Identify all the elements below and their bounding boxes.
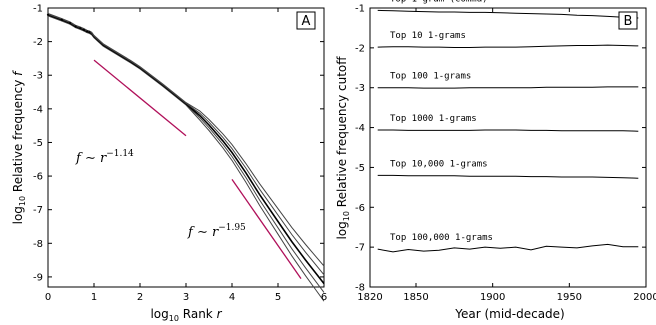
panel-a-x-tick-label: 2 bbox=[137, 292, 143, 303]
panel-a-x-tick-label: 4 bbox=[229, 292, 235, 303]
panel-a-y-tick-label: -7 bbox=[33, 205, 43, 216]
power-law-fit-line bbox=[93, 59, 187, 137]
panel-b-ticks: 1820 1850 1900 1950 2000 -1 -2 -3 -4 -5 -6 -7 -8 bbox=[355, 4, 656, 304]
fit-label-2: f ∼ r−1.95 bbox=[187, 223, 246, 240]
panel-a-x-tick-label: 5 bbox=[275, 292, 281, 303]
panel-b-x-tick-label: 1950 bbox=[557, 292, 582, 303]
rank-frequency-curve bbox=[47, 13, 325, 276]
panel-b-letter: B bbox=[624, 14, 633, 29]
panel-a-y-tick-label: -3 bbox=[33, 71, 43, 82]
rank-point bbox=[86, 30, 89, 33]
panel-a-y-tick-label: -1 bbox=[33, 4, 43, 15]
panel-a-x-tick-label: 1 bbox=[91, 292, 97, 303]
series-label: Top 1-gram (comma) bbox=[390, 0, 488, 4]
rank-point bbox=[74, 25, 77, 28]
power-law-fit-line bbox=[231, 179, 302, 279]
panel-b-y-tick-label: -6 bbox=[355, 203, 365, 214]
panel-a-y-tick-label: -8 bbox=[33, 239, 43, 250]
panel-b-axes-frame bbox=[369, 7, 647, 288]
panel-b-x-tick-label: 1850 bbox=[403, 292, 428, 303]
panel-b-y-axis-label: log10 Relative frequency cutoff bbox=[335, 56, 351, 240]
cutoff-series-line bbox=[377, 86, 639, 89]
series-label: Top 1000 1-grams bbox=[390, 114, 477, 124]
panel-b-x-axis-label: Year (mid-decade) bbox=[454, 307, 565, 321]
panel-a-letter-box: A bbox=[296, 11, 316, 30]
panel-b: Top 1-gram (comma) Top 10 1-grams Top 100 … bbox=[335, 0, 656, 321]
panel-a: 0 1 2 3 4 5 6 -1 -2 -3 -4 -5 -6 -7 -8 -9 A f ∼ r−1.14 f… bbox=[11, 4, 327, 324]
panel-b-x-tick-label: 2000 bbox=[633, 292, 656, 303]
panel-a-axes-frame bbox=[47, 7, 325, 288]
rank-point bbox=[60, 18, 63, 21]
rank-point bbox=[68, 22, 72, 25]
rank-point bbox=[82, 28, 85, 31]
panel-a-y-tick-label: -6 bbox=[33, 172, 43, 183]
panel-b-x-tick-label: 1900 bbox=[480, 292, 505, 303]
panel-b-y-tick-label: -8 bbox=[355, 283, 365, 294]
panel-b-data-layer: Top 1-gram (comma) Top 10 1-grams Top 100 … bbox=[377, 0, 639, 253]
panel-a-ticks: 0 1 2 3 4 5 6 -1 -2 -3 -4 -5 -6 -7 -8 -9 bbox=[33, 4, 327, 304]
panel-a-x-axis-label: log10 Rank r bbox=[150, 307, 222, 323]
rank-point bbox=[88, 31, 91, 34]
panel-a-y-tick-label: -2 bbox=[33, 37, 43, 48]
rank-frequency-curve bbox=[47, 13, 325, 285]
panel-b-y-tick-label: -5 bbox=[355, 163, 365, 174]
panel-a-y-axis-label: log10 Relative frequency f bbox=[11, 70, 27, 225]
panel-b-letter-box: B bbox=[618, 11, 638, 30]
panel-a-y-tick-label: -9 bbox=[33, 272, 43, 283]
rank-frequency-curve bbox=[47, 13, 325, 267]
series-label: Top 100 1-grams bbox=[390, 72, 471, 82]
panel-b-y-tick-label: -4 bbox=[355, 123, 365, 134]
series-label: Top 10 1-grams bbox=[390, 31, 466, 41]
series-label: Top 100,000 1-grams bbox=[390, 233, 493, 243]
rank-point bbox=[46, 13, 50, 16]
cutoff-series-line bbox=[377, 129, 639, 132]
rank-point bbox=[79, 27, 82, 30]
series-label: Top 10,000 1-grams bbox=[390, 159, 488, 169]
panel-a-x-tick-label: 0 bbox=[45, 292, 51, 303]
panel-a-letter: A bbox=[302, 14, 311, 29]
fit-label-1: f ∼ r−1.14 bbox=[75, 149, 134, 166]
panel-a-y-tick-label: -5 bbox=[33, 138, 43, 149]
cutoff-series-line bbox=[377, 9, 639, 19]
panel-b-y-tick-label: -7 bbox=[355, 243, 365, 254]
cutoff-series-line bbox=[377, 44, 639, 48]
panel-b-y-tick-label: -2 bbox=[355, 43, 365, 54]
cutoff-series-line bbox=[377, 243, 639, 253]
cutoff-series-line bbox=[377, 174, 639, 179]
panel-a-x-tick-label: 6 bbox=[321, 292, 327, 303]
panel-a-data-layer bbox=[46, 13, 325, 302]
panel-b-x-tick-label: 1820 bbox=[357, 292, 382, 303]
panel-b-y-tick-label: -3 bbox=[355, 83, 365, 94]
panel-a-x-tick-label: 3 bbox=[183, 292, 189, 303]
panel-a-y-tick-label: -4 bbox=[33, 104, 43, 115]
panel-b-y-tick-label: -1 bbox=[355, 4, 365, 15]
